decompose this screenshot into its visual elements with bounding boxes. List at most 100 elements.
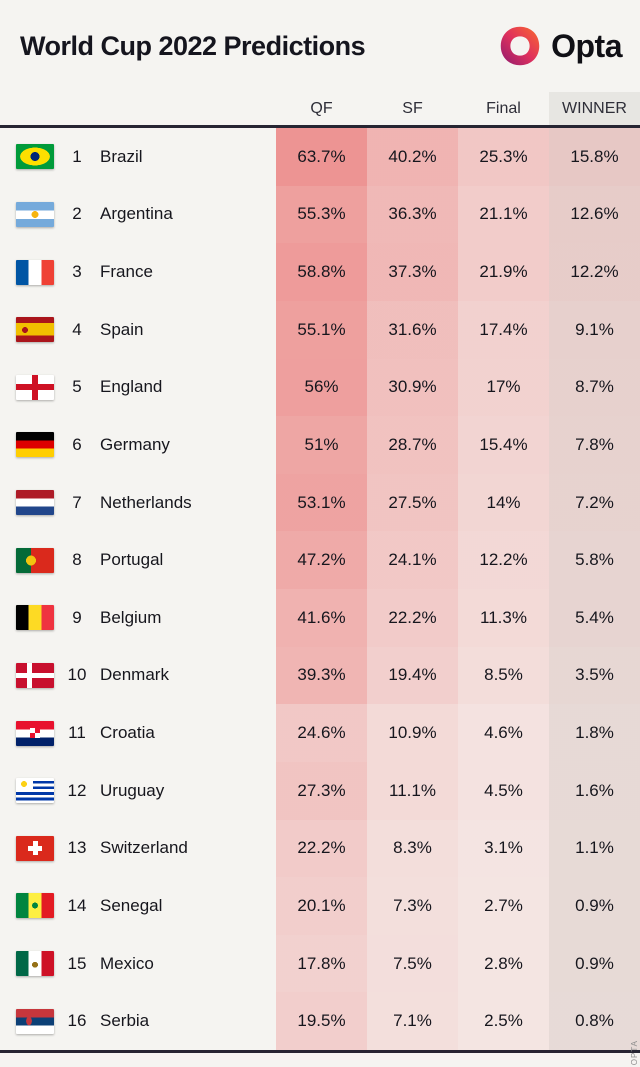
table-row: 10 Denmark 39.3% 19.4% 8.5% 3.5%	[0, 646, 640, 705]
team-info: 11 Croatia	[0, 704, 276, 762]
team-name: Croatia	[100, 723, 155, 743]
page-header: World Cup 2022 Predictions Opta	[0, 0, 640, 92]
qf-value: 19.5%	[276, 992, 367, 1050]
qf-value: 22.2%	[276, 819, 367, 878]
brand-name: Opta	[551, 27, 622, 64]
flag-uruguay	[16, 778, 54, 804]
winner-value: 7.2%	[549, 473, 640, 532]
col-header-sf: SF	[402, 99, 423, 117]
final-value: 4.5%	[458, 761, 549, 820]
sf-value: 40.2%	[367, 128, 458, 186]
sf-value: 7.5%	[367, 934, 458, 993]
flag-switzerland	[16, 835, 54, 861]
rank-number: 13	[67, 838, 87, 858]
winner-value: 3.5%	[549, 646, 640, 705]
flag-senegal	[16, 893, 54, 919]
flag-brazil	[16, 144, 54, 170]
qf-value: 55.1%	[276, 300, 367, 359]
winner-value: 0.9%	[549, 877, 640, 935]
team-info: 14 Senegal	[0, 877, 276, 935]
team-info: 6 Germany	[0, 416, 276, 474]
rank-number: 12	[67, 780, 87, 800]
brand: Opta	[498, 24, 622, 68]
table-row: 15 Mexico 17.8% 7.5% 2.8% 0.9%	[0, 934, 640, 993]
table-row: 3 France 58.8% 37.3% 21.9% 12.2%	[0, 243, 640, 301]
qf-value: 27.3%	[276, 761, 367, 820]
team-name: Belgium	[100, 607, 162, 627]
team-info: 3 France	[0, 243, 276, 301]
table-row: 5 England 56% 30.9% 17% 8.7%	[0, 358, 640, 417]
team-name: Germany	[100, 434, 170, 454]
col-header-qf: QF	[310, 99, 333, 117]
qf-value: 63.7%	[276, 128, 367, 186]
page-footer: OPTA	[0, 1040, 640, 1067]
sf-value: 24.1%	[367, 531, 458, 589]
qf-value: 47.2%	[276, 531, 367, 589]
qf-value: 58.8%	[276, 243, 367, 301]
flag-mexico	[16, 951, 54, 977]
opta-logo-icon	[498, 24, 542, 68]
final-value: 2.8%	[458, 934, 549, 993]
final-value: 3.1%	[458, 819, 549, 878]
flag-england	[16, 374, 54, 400]
table-row: 6 Germany 51% 28.7% 15.4% 7.8%	[0, 416, 640, 474]
column-headers: QF SF Final WINNER	[0, 92, 640, 125]
final-value: 17%	[458, 358, 549, 417]
final-value: 2.7%	[458, 877, 549, 935]
flag-germany	[16, 432, 54, 458]
final-value: 15.4%	[458, 416, 549, 474]
rank-number: 3	[72, 262, 82, 282]
sf-value: 22.2%	[367, 589, 458, 647]
final-value: 8.5%	[458, 646, 549, 705]
team-info: 13 Switzerland	[0, 820, 276, 878]
qf-value: 17.8%	[276, 934, 367, 993]
team-name: Denmark	[100, 665, 169, 685]
rank-number: 4	[72, 319, 82, 339]
sf-value: 7.1%	[367, 992, 458, 1050]
final-value: 4.6%	[458, 704, 549, 762]
team-info: 4 Spain	[0, 301, 276, 359]
top-rule	[0, 125, 640, 128]
sf-value: 8.3%	[367, 819, 458, 878]
col-header-final: Final	[486, 99, 521, 117]
sf-value: 19.4%	[367, 646, 458, 705]
sf-value: 28.7%	[367, 416, 458, 474]
rows: 1 Brazil 63.7% 40.2% 25.3% 15.8% 2 Argen…	[0, 128, 640, 1050]
winner-value: 1.1%	[549, 819, 640, 878]
table-row: 1 Brazil 63.7% 40.2% 25.3% 15.8%	[0, 128, 640, 186]
qf-value: 41.6%	[276, 589, 367, 647]
rank-number: 11	[68, 723, 86, 743]
flag-portugal	[16, 547, 54, 573]
sf-value: 30.9%	[367, 358, 458, 417]
winner-value: 12.2%	[549, 243, 640, 301]
winner-value: 7.8%	[549, 416, 640, 474]
sf-value: 7.3%	[367, 877, 458, 935]
winner-value: 1.6%	[549, 761, 640, 820]
qf-value: 51%	[276, 416, 367, 474]
final-value: 12.2%	[458, 531, 549, 589]
team-info: 8 Portugal	[0, 531, 276, 589]
qf-value: 53.1%	[276, 473, 367, 532]
team-name: France	[100, 262, 153, 282]
qf-value: 20.1%	[276, 877, 367, 935]
team-info: 5 England	[0, 359, 276, 417]
flag-spain	[16, 317, 54, 343]
flag-france	[16, 259, 54, 285]
team-name: Netherlands	[100, 492, 192, 512]
rank-number: 5	[72, 377, 82, 397]
sf-value: 10.9%	[367, 704, 458, 762]
flag-netherlands	[16, 490, 54, 516]
watermark: OPTA	[630, 1039, 639, 1065]
team-info: 1 Brazil	[0, 128, 276, 186]
team-info: 2 Argentina	[0, 186, 276, 244]
team-name: Uruguay	[100, 780, 165, 800]
team-info: 15 Mexico	[0, 935, 276, 993]
winner-value: 5.8%	[549, 531, 640, 589]
team-name: Senegal	[100, 895, 163, 915]
sf-value: 11.1%	[367, 761, 458, 820]
team-name: Serbia	[100, 1011, 150, 1031]
flag-argentina	[16, 201, 54, 227]
team-info: 9 Belgium	[0, 589, 276, 647]
final-value: 14%	[458, 473, 549, 532]
team-name: Portugal	[100, 550, 164, 570]
